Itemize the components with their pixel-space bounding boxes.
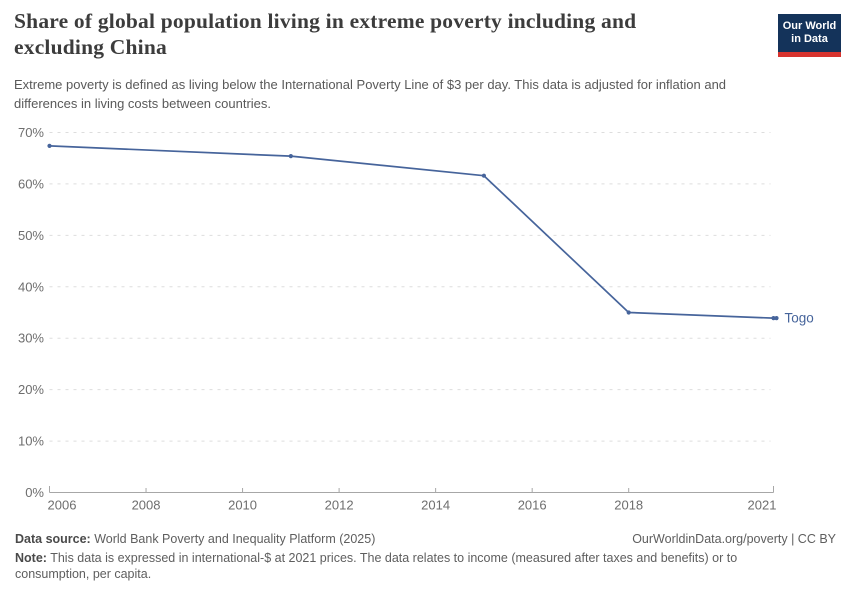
y-tick-label: 20% <box>18 382 44 397</box>
data-line <box>49 145 774 320</box>
x-tick-label: 2012 <box>325 498 354 513</box>
data-source-label: Data source: <box>15 532 91 546</box>
chart-subtitle: Extreme poverty is defined as living bel… <box>14 77 727 111</box>
y-tick-label: 0% <box>25 485 44 500</box>
note-label: Note: <box>15 551 47 565</box>
y-tick-label: 40% <box>18 279 44 294</box>
data-point <box>288 154 293 159</box>
x-tick-label: 2021 <box>748 498 777 513</box>
y-tick-label: 60% <box>18 176 44 191</box>
y-tick-label: 70% <box>18 125 44 140</box>
series-end-dot <box>774 316 779 321</box>
y-tick-label: 30% <box>18 331 44 346</box>
data-point <box>47 143 52 148</box>
data-point <box>481 173 486 178</box>
x-tick-label: 2006 <box>48 498 77 513</box>
y-tick-label: 10% <box>18 434 44 449</box>
owid-logo[interactable]: Our World in Data <box>778 14 841 57</box>
owid-logo-accent-bar <box>778 52 841 57</box>
owid-logo-line2: in Data <box>791 33 828 45</box>
chart-footer: Data source: World Bank Poverty and Ineq… <box>15 531 836 582</box>
y-tick-label: 50% <box>18 228 44 243</box>
data-source-text: World Bank Poverty and Inequality Platfo… <box>90 532 376 546</box>
series-entity-label: Togo <box>785 311 814 326</box>
data-point <box>626 310 631 315</box>
owid-license-link[interactable]: OurWorldinData.org/poverty | CC BY <box>632 532 836 546</box>
note-line: Note: This data is expressed in internat… <box>15 550 781 582</box>
x-tick-label: 2018 <box>614 498 643 513</box>
x-tick-label: 2008 <box>132 498 161 513</box>
x-tick-label: 2016 <box>518 498 547 513</box>
note-text: This data is expressed in international-… <box>15 551 738 581</box>
x-tick-label: 2014 <box>421 498 450 513</box>
owid-logo-line1: Our World <box>782 20 837 32</box>
x-tick-label: 2010 <box>228 498 257 513</box>
owid-logo-text: Our World in Data <box>778 14 841 52</box>
data-source-line: Data source: World Bank Poverty and Ineq… <box>15 531 375 547</box>
chart-title: Share of global population living in ext… <box>14 9 637 59</box>
